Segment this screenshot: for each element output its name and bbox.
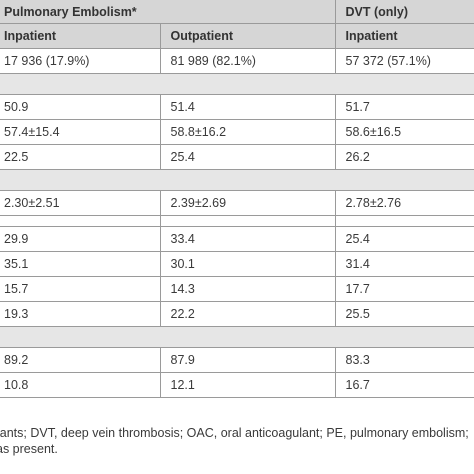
cell-pe-outpatient: 87.9 xyxy=(159,347,335,373)
cell-dvt-inpatient: 25.4 xyxy=(334,226,474,252)
section-divider-row xyxy=(0,326,474,348)
cell-pe-inpatient: 29.9 xyxy=(0,226,160,252)
cell-pe-outpatient: 58.8±16.2 xyxy=(159,119,335,145)
cell-dvt-inpatient: 26.2 xyxy=(334,144,474,170)
spacer-row xyxy=(0,215,474,227)
cell-pe-outpatient: 14.3 xyxy=(159,276,335,302)
dvt-inpatient-header: Inpatient xyxy=(334,23,474,49)
cell-pe-outpatient: 22.2 xyxy=(159,301,335,327)
cell-pe-inpatient: 50.9 xyxy=(0,94,160,120)
cell-pe-outpatient: 51.4 xyxy=(159,94,335,120)
pe-inpatient-header: Inpatient xyxy=(0,23,160,49)
table-row: 22.5 25.4 26.2 xyxy=(0,144,474,170)
cell-dvt-inpatient: 2.78±2.76 xyxy=(334,190,474,216)
section-divider-row xyxy=(0,169,474,191)
table-row: 17 936 (17.9%) 81 989 (82.1%) 57 372 (57… xyxy=(0,48,474,74)
cell-dvt-inpatient: 57 372 (57.1%) xyxy=(334,48,474,74)
pe-group-header: Pulmonary Embolism* xyxy=(0,0,335,24)
table-row: 15.7 14.3 17.7 xyxy=(0,276,474,302)
table-row: 57.4±15.4 58.8±16.2 58.6±16.5 xyxy=(0,119,474,145)
cell-dvt-inpatient: 51.7 xyxy=(334,94,474,120)
section-divider-row xyxy=(0,73,474,95)
cell-dvt-inpatient: 31.4 xyxy=(334,251,474,277)
cell-pe-outpatient: 81 989 (82.1%) xyxy=(159,48,335,74)
dvt-group-header: DVT (only) xyxy=(334,0,474,24)
cell-dvt-inpatient: 25.5 xyxy=(334,301,474,327)
cell-pe-outpatient: 25.4 xyxy=(159,144,335,170)
group-header-row: Pulmonary Embolism* DVT (only) xyxy=(0,0,474,24)
cell-dvt-inpatient: 83.3 xyxy=(334,347,474,373)
cell-pe-inpatient: 10.8 xyxy=(0,372,160,398)
table-row: 89.2 87.9 83.3 xyxy=(0,347,474,373)
cell-dvt-inpatient: 16.7 xyxy=(334,372,474,398)
table-row: 29.9 33.4 25.4 xyxy=(0,226,474,252)
footnote-line-1: lants; DVT, deep vein thrombosis; OAC, o… xyxy=(0,426,469,440)
cell-pe-inpatient: 2.30±2.51 xyxy=(0,190,160,216)
cell-dvt-inpatient: 17.7 xyxy=(334,276,474,302)
cell-pe-inpatient: 17 936 (17.9%) xyxy=(0,48,160,74)
table-row: 2.30±2.51 2.39±2.69 2.78±2.76 xyxy=(0,190,474,216)
cell-pe-outpatient: 33.4 xyxy=(159,226,335,252)
cell-pe-inpatient: 89.2 xyxy=(0,347,160,373)
cell-pe-inpatient: 35.1 xyxy=(0,251,160,277)
cell-pe-outpatient: 12.1 xyxy=(159,372,335,398)
cell-pe-inpatient: 22.5 xyxy=(0,144,160,170)
table-row: 50.9 51.4 51.7 xyxy=(0,94,474,120)
footnote-line-2: as present. xyxy=(0,442,58,456)
pe-outpatient-header: Outpatient xyxy=(159,23,335,49)
column-header-row: Inpatient Outpatient Inpatient xyxy=(0,23,474,49)
table-row: 35.1 30.1 31.4 xyxy=(0,251,474,277)
table-row: 19.3 22.2 25.5 xyxy=(0,301,474,327)
cell-pe-outpatient: 2.39±2.69 xyxy=(159,190,335,216)
cell-pe-inpatient: 15.7 xyxy=(0,276,160,302)
cell-pe-inpatient: 19.3 xyxy=(0,301,160,327)
cell-pe-inpatient: 57.4±15.4 xyxy=(0,119,160,145)
table-row: 10.8 12.1 16.7 xyxy=(0,372,474,398)
cell-pe-outpatient: 30.1 xyxy=(159,251,335,277)
cohort-characteristics-table: Pulmonary Embolism* DVT (only) Inpatient… xyxy=(0,0,474,398)
cell-dvt-inpatient: 58.6±16.5 xyxy=(334,119,474,145)
